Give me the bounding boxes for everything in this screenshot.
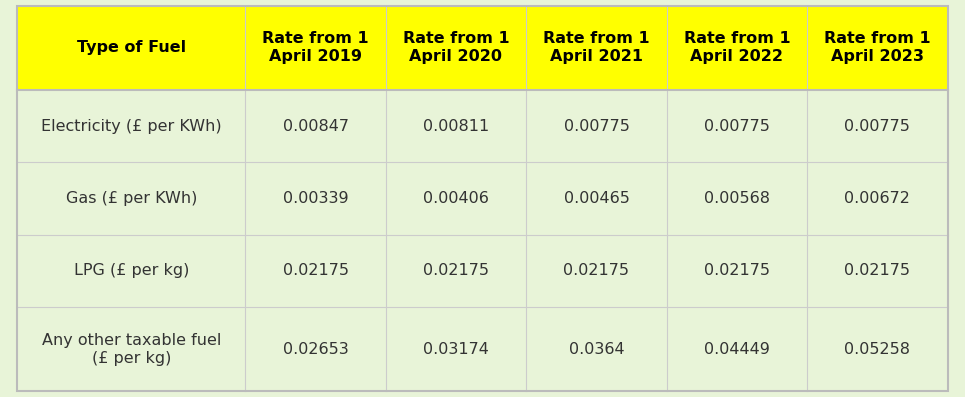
Text: Rate from 1
April 2021: Rate from 1 April 2021 (543, 31, 649, 64)
Text: 0.00339: 0.00339 (283, 191, 348, 206)
Text: 0.02175: 0.02175 (703, 263, 770, 278)
Text: 0.00406: 0.00406 (423, 191, 489, 206)
Text: 0.00775: 0.00775 (844, 119, 910, 134)
Text: Rate from 1
April 2020: Rate from 1 April 2020 (402, 31, 510, 64)
Text: Gas (£ per KWh): Gas (£ per KWh) (66, 191, 197, 206)
Text: LPG (£ per kg): LPG (£ per kg) (73, 263, 189, 278)
Text: 0.02653: 0.02653 (283, 341, 348, 357)
Text: 0.02175: 0.02175 (283, 263, 348, 278)
Text: Any other taxable fuel
(£ per kg): Any other taxable fuel (£ per kg) (41, 333, 221, 366)
Text: 0.00775: 0.00775 (564, 119, 629, 134)
Text: Rate from 1
April 2023: Rate from 1 April 2023 (824, 31, 930, 64)
Text: Type of Fuel: Type of Fuel (77, 40, 186, 56)
Text: 0.04449: 0.04449 (704, 341, 770, 357)
Text: Electricity (£ per KWh): Electricity (£ per KWh) (41, 119, 222, 134)
Text: 0.00672: 0.00672 (844, 191, 910, 206)
Text: 0.02175: 0.02175 (844, 263, 910, 278)
Text: Rate from 1
April 2019: Rate from 1 April 2019 (262, 31, 369, 64)
Text: 0.00568: 0.00568 (703, 191, 770, 206)
Bar (17, 6, 948, 90)
Text: 0.00775: 0.00775 (704, 119, 770, 134)
Text: 0.03174: 0.03174 (423, 341, 489, 357)
Text: 0.00811: 0.00811 (423, 119, 489, 134)
Text: 0.00847: 0.00847 (283, 119, 348, 134)
Text: 0.05258: 0.05258 (844, 341, 910, 357)
Text: 0.02175: 0.02175 (423, 263, 489, 278)
Text: 0.0364: 0.0364 (568, 341, 624, 357)
Text: 0.00465: 0.00465 (564, 191, 629, 206)
Text: Rate from 1
April 2022: Rate from 1 April 2022 (683, 31, 790, 64)
Text: 0.02175: 0.02175 (564, 263, 629, 278)
